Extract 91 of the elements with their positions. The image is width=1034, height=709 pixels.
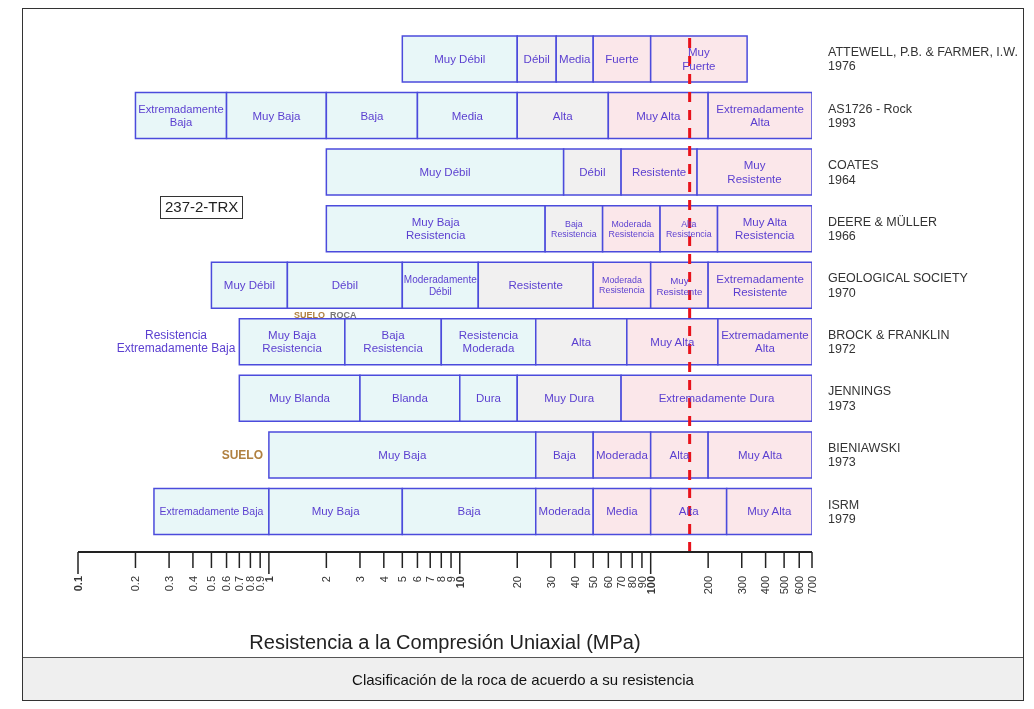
data-label: Alta: [552, 109, 574, 122]
x-tick-label: 0.5: [205, 576, 218, 592]
x-tick-label: 200: [701, 576, 714, 595]
data-label: Muy Alta: [636, 109, 681, 122]
data-label: Alta: [571, 335, 592, 348]
data-label: Resistente: [631, 166, 687, 179]
data-label: Moderada Resistencia: [608, 218, 655, 239]
x-tick-label: 40: [568, 576, 581, 589]
x-tick-label: 7: [424, 576, 437, 583]
x-tick-label: 300: [735, 576, 748, 595]
data-label: Muy Resistente: [727, 159, 782, 185]
x-tick-label: 70: [614, 576, 627, 589]
data-label: Extremadamente Resistente: [716, 272, 804, 298]
data-label: Media: [606, 505, 639, 518]
x-tick-label: 0.2: [129, 576, 142, 592]
data-label: Débil: [331, 279, 358, 292]
y-tick-label: BIENIAWSKI 1973: [828, 440, 901, 470]
x-tick-label: 0.8: [244, 576, 257, 592]
annotation: SUELO: [221, 448, 263, 463]
data-label: Dura: [476, 392, 502, 405]
data-label: Débil: [579, 166, 606, 179]
data-label: Muy Débil: [419, 166, 471, 179]
data-label: Blanda: [391, 392, 429, 405]
data-label: Muy Resistente: [656, 274, 703, 297]
y-tick-label: COATES 1964: [828, 158, 879, 187]
data-label: Extremadamente Baja: [138, 103, 224, 129]
x-axis-title: Resistencia a la Compresión Uniaxial (MPa): [249, 631, 641, 653]
x-tick-label: 3: [353, 576, 366, 583]
x-tick-label: 5: [396, 576, 409, 583]
data-label: Baja: [360, 109, 384, 122]
x-tick-label: 50: [587, 576, 600, 589]
x-tick-label: 60: [602, 576, 615, 589]
data-label: Extremadamente Dura: [658, 392, 775, 405]
data-label: Fuerte: [605, 53, 639, 65]
data-label: Muy Débil: [223, 279, 275, 292]
x-tick-label: 0.6: [220, 576, 233, 592]
data-label: Muy Alta Resistencia: [735, 216, 796, 242]
x-tick-label: 20: [511, 576, 524, 589]
annotation: ROCA: [330, 310, 357, 321]
data-label: Moderada Resistencia: [599, 275, 645, 296]
data-label: Muy Baja: [378, 448, 427, 461]
data-label: Baja: [457, 505, 482, 518]
data-label: Muy Baja Resistencia: [406, 216, 467, 242]
y-tick-label: ATTEWELL, P.B. & FARMER, I.W. 1976: [828, 45, 1018, 74]
data-label: Media: [559, 53, 591, 65]
x-tick-label: 600: [793, 576, 806, 595]
data-label: Baja: [552, 448, 577, 461]
x-tick-label: 0.3: [162, 576, 175, 592]
y-tick-label: JENNINGS 1973: [828, 384, 892, 413]
data-label: Media: [451, 109, 484, 122]
data-label: Resistente: [508, 279, 563, 292]
y-tick-label: ISRM 1979: [828, 497, 860, 526]
y-tick-label: BROCK & FRANKLIN 1972: [828, 327, 950, 357]
data-label: Moderada: [596, 448, 649, 461]
y-tick-label: AS1726 - Rock 1993: [828, 101, 913, 131]
x-tick-label: 30: [544, 576, 557, 589]
data-label: Muy Alta: [738, 448, 783, 461]
data-label: Extremadamente Alta: [716, 102, 804, 129]
data-label: Muy Baja: [311, 505, 361, 518]
data-label: Baja Resistencia: [551, 218, 597, 239]
data-label: Muy Alta: [650, 335, 696, 348]
data-label: Moderada: [538, 505, 591, 518]
x-tick-label: 6: [411, 576, 424, 583]
x-tick-label: 400: [759, 576, 772, 595]
x-tick-label: 0.1: [71, 576, 84, 592]
annotation: 237-2-TRX: [160, 196, 244, 219]
data-label: Resistencia Moderada: [458, 329, 519, 355]
data-label: Moderadamente Débil: [403, 273, 478, 297]
data-label: Muy Baja: [252, 109, 302, 122]
x-tick-label: 0.9: [254, 576, 267, 592]
text: Clasificación de la roca de acuerdo a su resistencia: [23, 657, 1023, 700]
x-tick-label: 700: [805, 576, 818, 595]
data-label: Débil: [523, 53, 550, 65]
y-tick-label: DEERE & MÜLLER 1966: [828, 214, 938, 244]
x-tick-label: 2: [320, 576, 333, 583]
data-label: Extremadamente Alta: [721, 329, 809, 355]
y-tick-label: GEOLOGICAL SOCIETY 1970: [828, 271, 969, 300]
data-label: Muy Débil: [434, 53, 486, 65]
data-label: Muy Fuerte: [682, 46, 716, 72]
data-label: Muy Blanda: [269, 392, 331, 405]
annotation: SUELO: [294, 310, 326, 321]
data-label: Extremadamente Baja: [159, 505, 264, 518]
data-label: Muy Dura: [544, 392, 595, 405]
data-label: Muy Alta: [747, 505, 792, 518]
x-tick-label: 0.4: [186, 576, 199, 592]
annotation: Resistencia Extremadamente Baja: [116, 327, 236, 356]
x-tick-label: 4: [377, 576, 390, 583]
data-label: Muy Baja Resistencia: [262, 329, 323, 355]
x-tick-label: 0.7: [233, 576, 246, 592]
data-label: Baja Resistencia: [363, 329, 424, 355]
x-tick-label: 500: [777, 576, 790, 595]
